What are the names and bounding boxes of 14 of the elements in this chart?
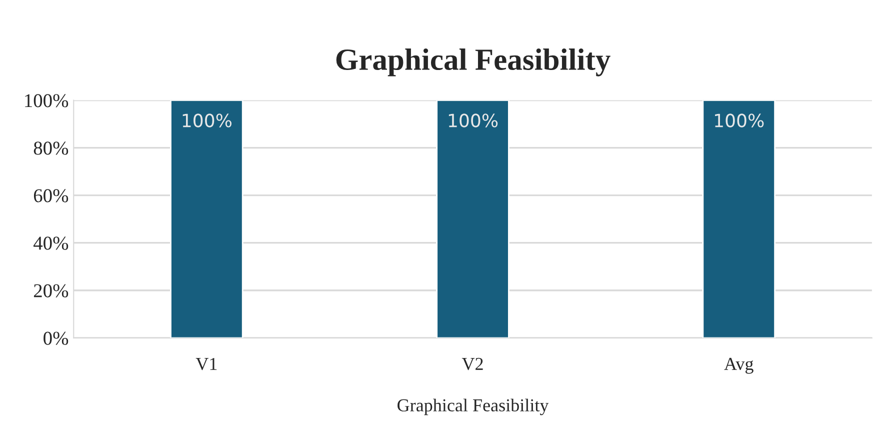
y-tick-label: 40%: [34, 236, 68, 250]
text: 100%: [182, 114, 232, 128]
x-axis-title: Graphical Feasibility: [398, 398, 549, 416]
x-tick-label: V1: [196, 358, 217, 370]
text: 100%: [448, 114, 498, 128]
y-tick-label: 100%: [25, 94, 68, 108]
y-tick-label: 60%: [34, 189, 68, 202]
x-tick-label: V2: [462, 358, 483, 370]
y-tick-label: 0%: [44, 332, 68, 345]
y-tick-label: 80%: [34, 142, 68, 155]
x-tick-label: Avg: [724, 358, 754, 374]
text: 100%: [715, 114, 764, 128]
chart-title: Graphical Feasibility: [336, 48, 610, 76]
y-tick-label: 20%: [34, 284, 68, 298]
